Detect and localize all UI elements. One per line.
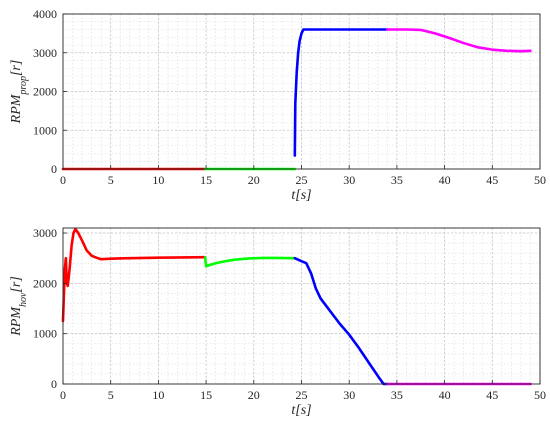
x-axis-label: t[s] bbox=[291, 188, 311, 203]
x-tick-label: 20 bbox=[248, 173, 260, 187]
x-tick-label: 50 bbox=[534, 388, 546, 402]
y-tick-label: 2000 bbox=[33, 276, 57, 290]
y-tick-label: 0 bbox=[51, 162, 57, 176]
x-tick-label: 30 bbox=[343, 388, 355, 402]
x-tick-label: 30 bbox=[343, 173, 355, 187]
x-tick-label: 35 bbox=[391, 173, 403, 187]
x-tick-label: 0 bbox=[60, 173, 66, 187]
series-line-4 bbox=[386, 28, 532, 53]
x-tick-label: 5 bbox=[108, 173, 114, 187]
x-tick-label: 10 bbox=[152, 173, 164, 187]
x-tick-label: 5 bbox=[108, 388, 114, 402]
x-axis-label: t[s] bbox=[291, 403, 311, 418]
x-tick-label: 40 bbox=[439, 173, 451, 187]
x-tick-label: 40 bbox=[439, 388, 451, 402]
x-tick-label: 25 bbox=[296, 173, 308, 187]
x-tick-label: 45 bbox=[486, 388, 498, 402]
y-axis-label: RPMprop[r] bbox=[9, 60, 29, 125]
y-tick-label: 3000 bbox=[33, 226, 57, 240]
x-tick-label: 25 bbox=[296, 388, 308, 402]
y-tick-label: 1000 bbox=[33, 123, 57, 137]
y-axis-label: RPMhov[r] bbox=[9, 276, 29, 337]
y-tick-label: 2000 bbox=[33, 85, 57, 99]
y-tick-label: 4000 bbox=[33, 7, 57, 21]
tick-labels: 0 5 10 15 20 25 30 35 40 45 50 0 1000 2000 3000 bbox=[33, 226, 546, 402]
bottom-rpm-hov-plot: 0 5 10 15 20 25 30 35 40 45 50 0 1000 2000 3000 RPMhov… bbox=[9, 226, 546, 418]
series-line-3 bbox=[293, 28, 389, 157]
x-tick-label: 45 bbox=[486, 173, 498, 187]
x-tick-label: 35 bbox=[391, 388, 403, 402]
x-tick-label: 20 bbox=[248, 388, 260, 402]
y-tick-label: 3000 bbox=[33, 46, 57, 60]
x-tick-label: 0 bbox=[60, 388, 66, 402]
x-tick-label: 15 bbox=[200, 173, 212, 187]
series-line-2 bbox=[203, 255, 297, 268]
y-tick-label: 1000 bbox=[33, 327, 57, 341]
series-line-1 bbox=[61, 227, 207, 323]
y-tick-label: 0 bbox=[51, 377, 57, 391]
x-tick-label: 10 bbox=[152, 388, 164, 402]
series-line-3 bbox=[293, 256, 389, 386]
tick-labels: 0 5 10 15 20 25 30 35 40 45 50 0 1000 2000 3000 4000 bbox=[33, 7, 546, 187]
x-tick-label: 15 bbox=[200, 388, 212, 402]
top-rpm-prop-plot: 0 5 10 15 20 25 30 35 40 45 50 0 1000 2000 3000 4000 RP… bbox=[9, 7, 546, 203]
x-tick-label: 50 bbox=[534, 173, 546, 187]
